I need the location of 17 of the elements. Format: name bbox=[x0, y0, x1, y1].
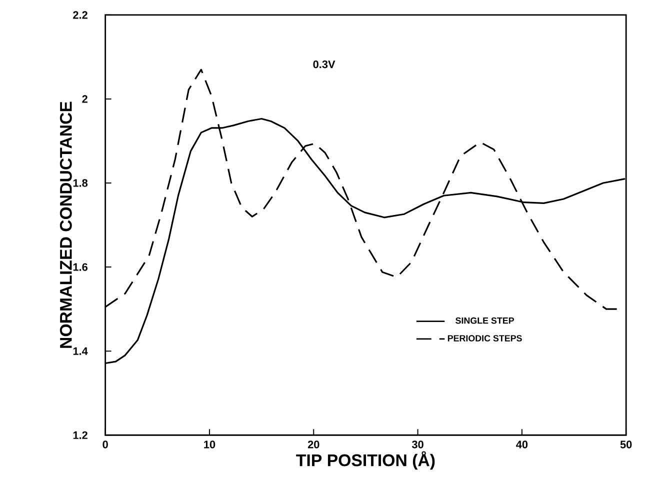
x-axis-title: TIP POSITION (Å) bbox=[296, 451, 435, 470]
x-tick-label: 30 bbox=[412, 440, 424, 448]
legend-label: PERIODIC STEPS bbox=[448, 335, 522, 342]
y-tick-label: 1.4 bbox=[73, 347, 88, 355]
x-tick-label: 0 bbox=[102, 440, 108, 448]
x-tick-label: 10 bbox=[204, 440, 216, 448]
y-tick-label: 1.2 bbox=[73, 431, 88, 439]
y-tick-label: 1.8 bbox=[73, 179, 88, 187]
y-tick-label: 2 bbox=[82, 95, 88, 103]
x-tick-label: 20 bbox=[308, 440, 320, 448]
x-tick-label: 50 bbox=[620, 440, 632, 448]
legend-label: SINGLE STEP bbox=[456, 317, 514, 324]
x-tick-label: 40 bbox=[516, 440, 528, 448]
y-tick-label: 1.6 bbox=[73, 263, 88, 271]
annotation: 0.3V bbox=[313, 60, 336, 68]
y-tick-label: 2.2 bbox=[73, 11, 88, 19]
y-axis-title: NORMALIZED CONDUCTANCE bbox=[60, 102, 72, 348]
